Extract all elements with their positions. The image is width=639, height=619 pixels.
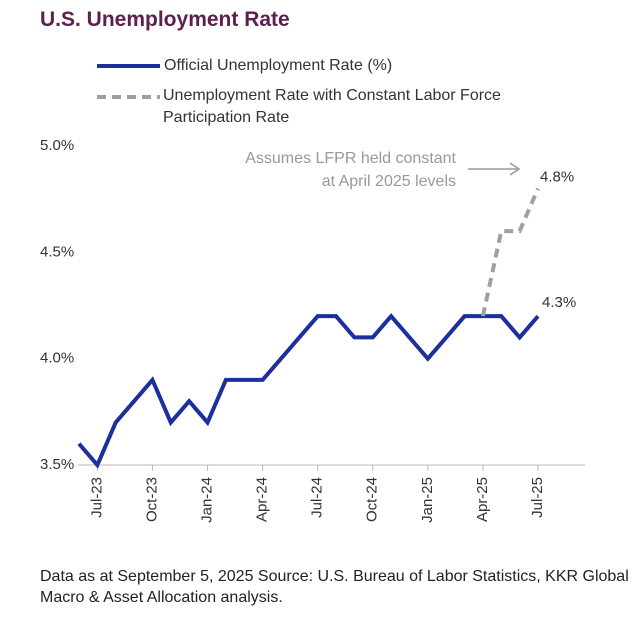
y-tick-label: 5.0% — [40, 137, 74, 154]
data-label: 4.3% — [542, 294, 576, 311]
y-tick-label: 4.5% — [40, 243, 74, 260]
x-tick-label: Jan-25 — [419, 477, 436, 523]
annotation-arrowhead — [509, 162, 521, 176]
source-note: Data as at September 5, 2025 Source: U.S… — [40, 568, 629, 606]
legend-label: Unemployment Rate with Constant Labor Fo… — [163, 87, 501, 126]
legend-label: Official Unemployment Rate (%) — [164, 57, 392, 74]
x-tick-label: Oct-24 — [364, 477, 381, 522]
x-tick-label: Oct-23 — [143, 477, 160, 522]
x-tick-label: Jul-25 — [529, 477, 546, 518]
series-line — [77, 313, 540, 469]
x-tick-label: Jan-24 — [198, 477, 215, 523]
annotation: Assumes LFPR held constant — [245, 150, 456, 167]
series-line — [480, 187, 540, 317]
data-label: 4.8% — [540, 169, 574, 186]
x-tick-label: Apr-25 — [474, 477, 491, 522]
x-tick-label: Jul-24 — [309, 477, 326, 518]
x-tick-label: Jul-23 — [88, 477, 105, 518]
x-tick-label: Apr-24 — [254, 477, 271, 522]
y-tick-label: 3.5% — [40, 456, 74, 473]
annotation: at April 2025 levels — [322, 173, 456, 190]
chart-title: U.S. Unemployment Rate — [40, 8, 290, 31]
y-tick-label: 4.0% — [40, 350, 74, 367]
